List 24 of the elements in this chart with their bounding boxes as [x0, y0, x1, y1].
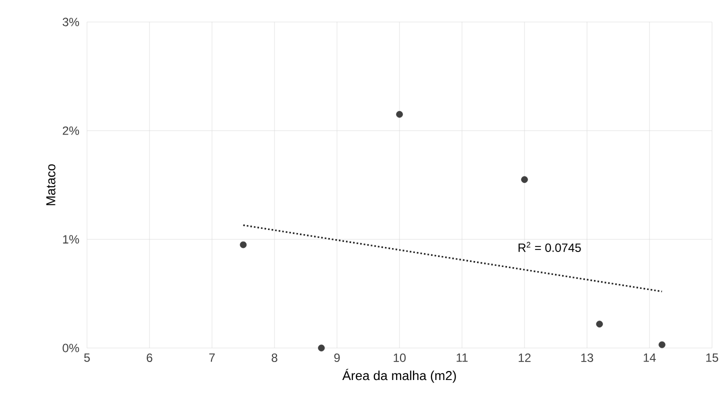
point: [240, 241, 247, 248]
x-tick-label: 14: [644, 354, 656, 362]
x-tick-label: 13: [581, 354, 594, 362]
x-tick-label: 6: [146, 354, 152, 362]
annotation: R$^{2}$ = 0.0745: [518, 242, 581, 252]
y-axis-title: Mataco: [46, 164, 56, 206]
point: [396, 110, 403, 118]
x-tick-label: 7: [209, 354, 215, 362]
x-tick-label: 11: [456, 354, 468, 362]
y-tick-label: 2%: [62, 126, 80, 135]
point: [658, 341, 666, 348]
y-tick-label: 0%: [62, 344, 80, 352]
x-tick-label: 12: [518, 354, 531, 362]
point: [521, 176, 528, 183]
y-tick-label: 3%: [62, 18, 80, 26]
x-axis-title: Área da malha (m2): [342, 368, 456, 383]
point: [318, 344, 325, 352]
x-tick-label: 8: [272, 354, 278, 362]
y-tick-label: 1%: [63, 235, 80, 244]
x-tick-label: 15: [706, 354, 718, 362]
point: [596, 320, 603, 328]
x-tick-label: 9: [334, 354, 340, 362]
x-tick-label: 5: [84, 354, 90, 362]
x-tick-label: 10: [394, 354, 406, 362]
